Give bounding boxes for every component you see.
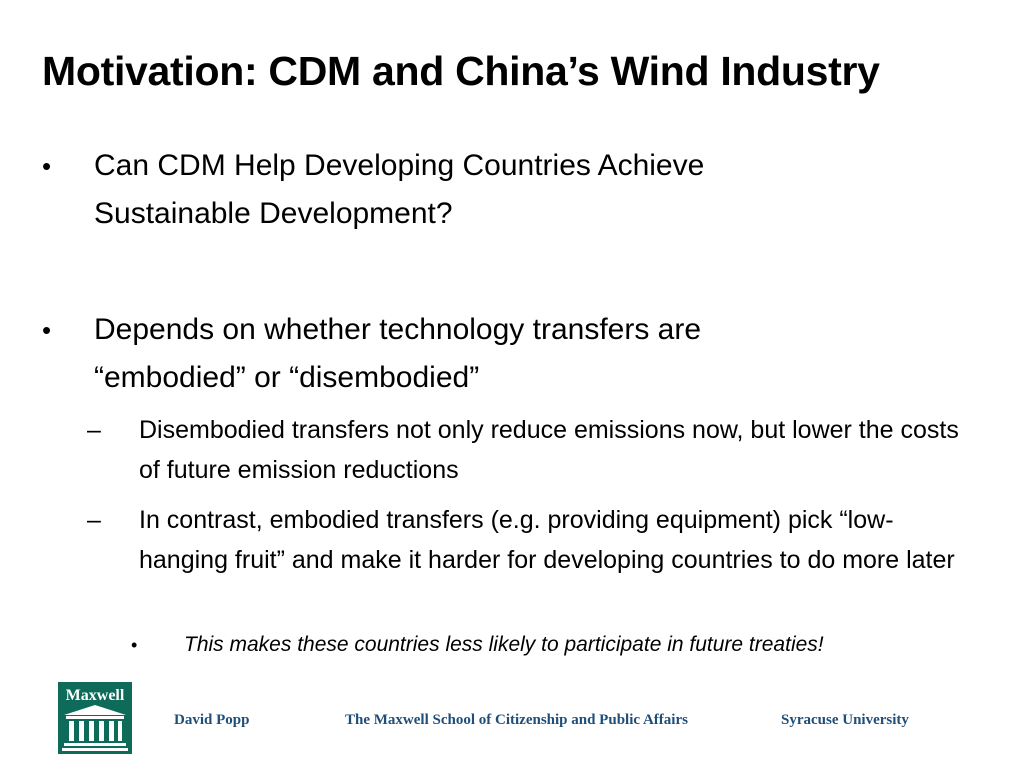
bullet-item-1: • Can CDM Help Developing Countries Achi… bbox=[42, 142, 854, 238]
footer-author: David Popp bbox=[174, 712, 250, 728]
maxwell-building-logo-icon: Maxwell bbox=[58, 682, 132, 754]
sub-sub-bullet-text: This makes these countries less likely t… bbox=[184, 633, 824, 656]
sub-bullet-marker: – bbox=[87, 416, 101, 444]
slide-title: Motivation: CDM and China’s Wind Industr… bbox=[42, 48, 880, 94]
sub-bullet-marker: – bbox=[87, 506, 101, 534]
footer-university: Syracuse University bbox=[781, 712, 909, 728]
sub-sub-bullet-marker: • bbox=[131, 635, 138, 655]
bullet-marker: • bbox=[42, 151, 52, 181]
logo-text: Maxwell bbox=[66, 687, 125, 704]
sub-sub-bullet-item: • This makes these countries less likely… bbox=[131, 630, 1004, 660]
bullet-marker: • bbox=[42, 315, 52, 345]
bullet-text: Depends on whether technology transfers … bbox=[94, 313, 702, 394]
sub-bullet-text: Disembodied transfers not only reduce em… bbox=[139, 416, 959, 484]
sub-bullet-text: In contrast, embodied transfers (e.g. pr… bbox=[139, 506, 955, 574]
slide-footer: Maxwell David Popp The Maxwell School of… bbox=[0, 676, 1024, 768]
footer-school: The Maxwell School of Citizenship and Pu… bbox=[345, 712, 688, 728]
bullet-text: Can CDM Help Developing Countries Achiev… bbox=[94, 149, 705, 230]
sub-bullet-item-2: – In contrast, embodied transfers (e.g. … bbox=[87, 500, 959, 580]
bullet-item-2: • Depends on whether technology transfer… bbox=[42, 306, 854, 402]
sub-bullet-item-1: – Disembodied transfers not only reduce … bbox=[87, 410, 959, 490]
